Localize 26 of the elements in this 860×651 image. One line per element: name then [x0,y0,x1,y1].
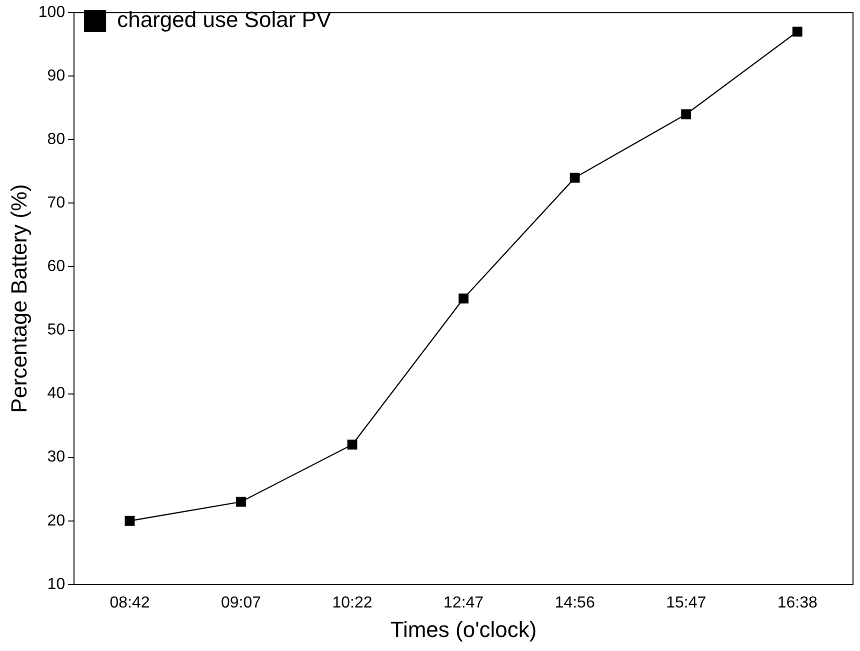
y-tick-label: 40 [47,385,66,402]
x-tick-label: 10:22 [332,594,372,612]
y-tick-label: 60 [47,258,66,276]
y-tick-label: 70 [47,194,66,212]
point [124,516,135,526]
y-tick-label: 100 [38,4,66,22]
point [347,440,358,450]
x-tick-label: 16:38 [777,594,818,612]
x-tick-label: 08:42 [110,594,150,612]
y-tick-label: 50 [47,322,66,339]
y-tick-label: 30 [47,448,66,466]
x-tick-label: 14:56 [554,594,595,612]
y-tick-label: 80 [47,131,66,148]
point [681,109,692,120]
x-tick-label: 15:47 [666,594,706,612]
y-tick-label: 90 [47,68,66,85]
y-axis-title: Percentage Battery (%) [6,184,32,413]
point [570,172,580,183]
y-tick-label: 10 [47,576,66,593]
point [236,496,246,507]
point [458,294,468,304]
y-tick-label: 20 [47,512,66,530]
point [792,26,802,37]
x-tick-label: 09:07 [220,594,262,612]
x-tick-label: 12:47 [444,594,484,612]
x-axis-title: Times (o'clock) [390,616,537,642]
